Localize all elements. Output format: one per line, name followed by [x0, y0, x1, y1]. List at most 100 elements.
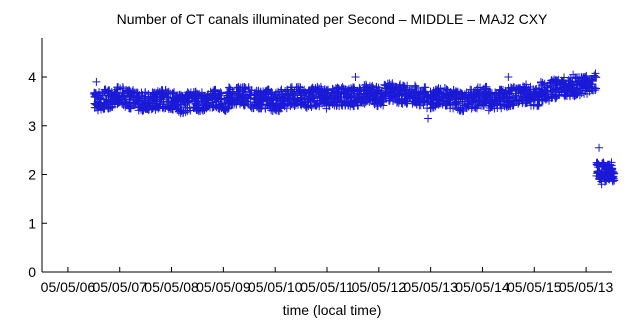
data-point: [362, 91, 371, 100]
data-point: [526, 82, 535, 91]
data-point: [479, 100, 488, 109]
data-point: [257, 104, 266, 113]
data-point: [252, 86, 261, 95]
data-point: [263, 100, 272, 109]
data-point: [484, 89, 493, 98]
data-point: [143, 98, 152, 107]
data-point: [573, 88, 582, 97]
data-point: [578, 80, 587, 89]
data-point: [156, 97, 165, 106]
data-point: [411, 81, 420, 90]
data-point: [359, 98, 368, 107]
data-point: [256, 95, 265, 104]
data-point: [133, 97, 142, 106]
data-point: [250, 98, 259, 107]
data-point: [401, 91, 410, 100]
data-point: [484, 106, 493, 115]
data-point: [227, 95, 236, 104]
data-point: [504, 73, 513, 81]
data-point: [515, 85, 524, 94]
data-point: [360, 99, 369, 108]
y-tick-label: 3: [28, 118, 36, 134]
data-point: [477, 101, 486, 110]
data-point: [393, 86, 402, 95]
x-tick-label: 05/05/15: [507, 279, 562, 295]
data-point: [106, 102, 115, 111]
data-point: [104, 86, 113, 95]
data-point: [466, 85, 475, 94]
data-point: [217, 94, 226, 103]
x-axis-ticks: 05/05/0605/05/0705/05/0805/05/0905/05/10…: [41, 267, 614, 295]
data-point: [470, 103, 479, 112]
data-point: [91, 100, 100, 109]
data-point: [206, 87, 215, 96]
data-point: [486, 99, 495, 108]
data-point: [560, 88, 569, 97]
data-point: [96, 91, 105, 100]
data-point: [598, 159, 607, 168]
data-point: [444, 89, 453, 98]
data-point: [153, 102, 162, 111]
y-tick-label: 4: [28, 69, 36, 85]
data-point: [240, 97, 249, 106]
data-point: [395, 96, 404, 105]
data-point: [605, 175, 614, 184]
data-point: [311, 101, 320, 110]
data-point: [321, 96, 330, 105]
data-point: [377, 98, 386, 107]
data-point: [588, 79, 597, 88]
data-point: [343, 92, 352, 101]
data-point: [195, 89, 204, 98]
data-point: [381, 81, 390, 90]
data-point: [308, 93, 317, 102]
data-point: [474, 90, 483, 99]
y-tick-label: 0: [28, 264, 36, 280]
data-point: [482, 82, 491, 91]
data-point: [280, 95, 289, 104]
data-point: [259, 87, 268, 96]
data-point: [163, 88, 172, 97]
data-point: [391, 92, 400, 101]
data-point: [122, 86, 131, 95]
data-point: [597, 180, 606, 189]
x-tick-label: 05/05/06: [41, 279, 96, 295]
data-point: [452, 98, 461, 107]
data-point: [179, 109, 188, 118]
data-point: [290, 87, 299, 96]
data-point: [538, 81, 547, 90]
data-point: [176, 92, 185, 101]
data-point: [116, 84, 125, 93]
data-point: [147, 105, 156, 114]
data-point: [110, 100, 119, 109]
data-point: [174, 100, 183, 109]
data-point: [580, 89, 589, 98]
data-point: [465, 92, 474, 101]
data-point: [322, 92, 331, 101]
data-point: [591, 72, 600, 81]
data-point: [488, 93, 497, 102]
x-tick-label: 05/05/11: [300, 279, 354, 295]
data-point: [293, 97, 302, 106]
data-point: [237, 94, 246, 103]
data-point: [125, 95, 134, 104]
data-point: [153, 102, 162, 111]
data-point: [194, 107, 203, 116]
data-point: [608, 177, 617, 186]
data-point: [236, 83, 245, 92]
data-point: [333, 87, 342, 96]
x-tick-label: 05/05/08: [144, 279, 199, 295]
data-point: [444, 96, 453, 105]
data-point: [416, 89, 425, 98]
data-point: [521, 99, 530, 108]
data-point: [349, 96, 358, 105]
data-point: [552, 93, 561, 102]
data-point: [446, 90, 455, 99]
data-point: [506, 99, 515, 108]
data-point: [402, 99, 411, 108]
data-point: [516, 84, 525, 93]
data-point: [291, 100, 300, 109]
data-point: [546, 82, 555, 91]
data-point: [328, 97, 337, 106]
data-point: [320, 87, 329, 96]
